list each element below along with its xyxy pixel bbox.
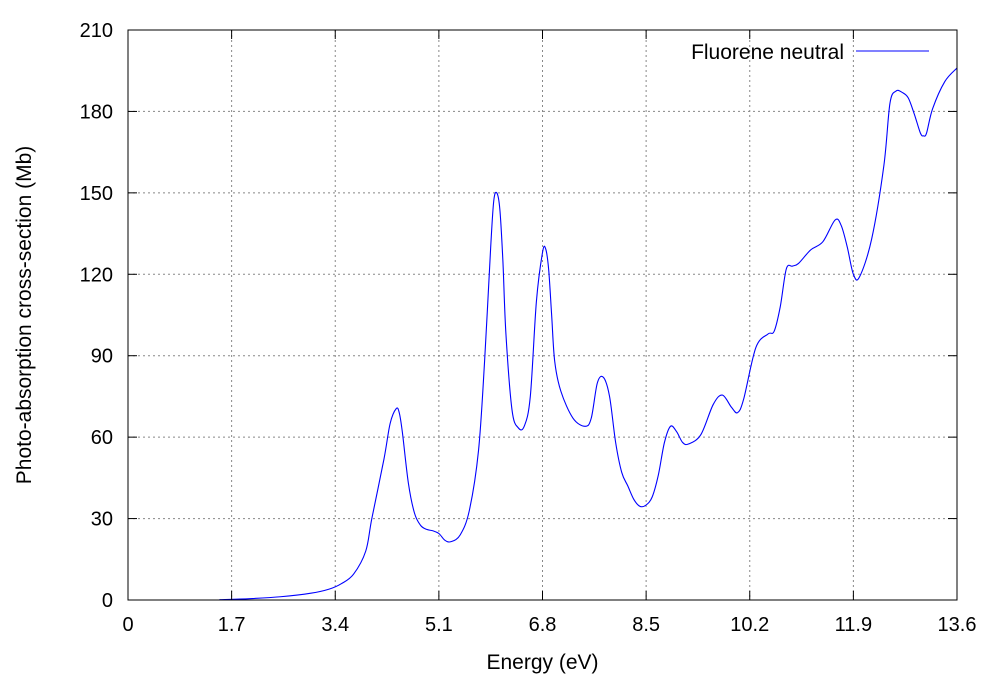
legend-label: Fluorene neutral [691, 41, 844, 64]
y-tick-label: 30 [91, 509, 113, 531]
grid [128, 30, 957, 600]
x-tick-label: 6.8 [529, 614, 557, 636]
x-tick-labels: 0 1.7 3.4 5.1 6.8 8.5 10.2 11.9 13.6 [122, 614, 976, 636]
legend: Fluorene neutral [691, 41, 929, 64]
x-tick-label: 5.1 [425, 614, 453, 636]
y-tick-label: 60 [91, 427, 113, 449]
x-tick-label: 3.4 [321, 614, 349, 636]
x-tick-label: 1.7 [218, 614, 246, 636]
x-tick-label: 8.5 [632, 614, 660, 636]
x-tick-label: 10.2 [730, 614, 769, 636]
series-line-fluorene-neutral [219, 67, 958, 601]
y-tick-label: 150 [80, 183, 113, 205]
y-tick-label: 210 [80, 20, 113, 42]
y-tick-labels: 0 30 60 90 120 150 180 210 [80, 20, 113, 612]
ticks [127, 29, 958, 601]
y-axis-title: Photo-absorption cross-section (Mb) [13, 146, 36, 484]
y-tick-label: 90 [91, 346, 113, 368]
y-tick-label: 120 [80, 264, 113, 286]
y-tick-label: 180 [80, 101, 113, 123]
x-tick-label: 11.9 [835, 614, 872, 636]
x-tick-label: 13.6 [938, 614, 977, 636]
x-axis-title: Energy (eV) [486, 651, 598, 674]
series-layer [219, 67, 958, 601]
x-tick-label: 0 [122, 614, 133, 636]
y-tick-label: 0 [102, 590, 113, 612]
